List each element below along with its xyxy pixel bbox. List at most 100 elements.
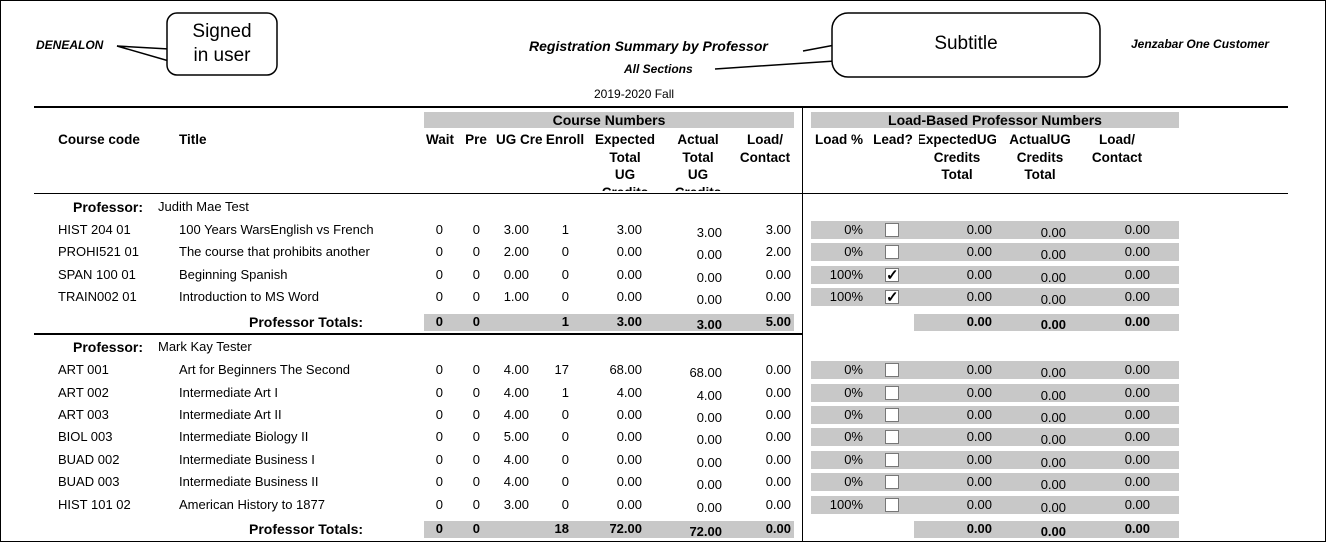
- cell: 0.00: [1040, 477, 1066, 493]
- lead-checkbox: [885, 385, 899, 400]
- cell: 0.00: [966, 406, 992, 422]
- cell: 0: [472, 474, 480, 490]
- cell: 0.00: [616, 474, 642, 490]
- cell: 0.00: [616, 429, 642, 445]
- column-header-line: Credits: [591, 185, 661, 192]
- cell: 0.00: [1124, 496, 1150, 512]
- lead-checkbox: [885, 430, 899, 445]
- cell: 0: [435, 314, 443, 330]
- cell: 0.00: [1040, 225, 1066, 240]
- cell: PROHI521 01: [58, 244, 139, 260]
- cell: 0: [435, 496, 443, 512]
- cell: 17: [554, 362, 569, 378]
- callout-pointer: [116, 45, 170, 62]
- column-header-line: Load/: [1099, 132, 1135, 147]
- cell: 0: [435, 429, 443, 445]
- column-header: ExpectedUG Credits Total: [919, 131, 996, 191]
- cell: 100 Years WarsEnglish vs French: [179, 222, 374, 237]
- cell: 0.00: [966, 289, 992, 305]
- totals-band: [914, 521, 1179, 539]
- lead-checkbox: [885, 475, 899, 490]
- cell: Intermediate Biology II: [179, 429, 309, 445]
- cell: 0%: [844, 451, 863, 467]
- cell: Intermediate Business II: [179, 474, 319, 490]
- cell: 0.00: [616, 289, 642, 305]
- cell: 0.00: [966, 222, 992, 237]
- row-band: [811, 495, 1179, 514]
- column-header-line: Total: [609, 149, 641, 165]
- cell: HIST 204 01: [58, 222, 131, 237]
- cell: 0: [435, 451, 443, 467]
- cell: 0.00: [966, 474, 992, 490]
- lead-checkbox: ✓: [885, 266, 899, 284]
- cell: 0.00: [616, 406, 642, 422]
- cell: 4.00: [503, 406, 529, 422]
- cell: 0.00: [765, 429, 791, 445]
- cell: 0.00: [1040, 454, 1066, 470]
- cell: 0.00: [1040, 317, 1066, 333]
- cell: 0: [561, 244, 569, 260]
- column-header-line: Credits: [1016, 149, 1064, 165]
- row-band: [811, 221, 1179, 239]
- cell: 0.00: [765, 266, 791, 282]
- column-header: Actual Total UG Credits: [666, 131, 731, 191]
- column-header-line: ExpectedUG: [919, 132, 996, 147]
- cell: 2.00: [503, 244, 529, 260]
- cell: 4.00: [503, 384, 529, 400]
- cell: HIST 101 02: [58, 496, 131, 512]
- column-header-line: Credits: [666, 185, 731, 192]
- cell: 0%: [844, 222, 863, 237]
- column-header-line: Pre: [465, 132, 487, 147]
- column-header-line: Load/: [747, 132, 783, 147]
- cell: 0: [435, 474, 443, 490]
- row-band: [811, 428, 1179, 447]
- cell: 3.00: [616, 222, 642, 237]
- column-header: Load/Contact: [736, 131, 796, 191]
- cell: 0: [561, 266, 569, 282]
- cell: 0.00: [1124, 429, 1150, 445]
- column-header-line: Course code: [58, 132, 140, 147]
- column-header-line: Load %: [814, 132, 863, 147]
- rule: [34, 333, 802, 336]
- column-header-line: Contact: [1091, 149, 1143, 165]
- cell: 0: [472, 406, 480, 422]
- cell: 0.00: [1040, 524, 1066, 540]
- cell: 0: [435, 406, 443, 422]
- cell: 0.00: [503, 266, 529, 282]
- column-header: Load %: [811, 131, 871, 191]
- cell: Introduction to MS Word: [179, 289, 319, 305]
- callout-text: Subtitle: [934, 33, 998, 54]
- cell: 0.00: [1040, 499, 1066, 515]
- column-header: ActualUG Credits Total: [1001, 131, 1081, 191]
- column-header: Expected Total UG Credits: [591, 131, 661, 191]
- cell: 4.00: [503, 362, 529, 378]
- report-subtitle: All Sections: [624, 62, 693, 76]
- cell: 0.00: [616, 451, 642, 467]
- cell: 3.00: [616, 314, 642, 330]
- cell: 4.00: [696, 387, 722, 403]
- cell: 0%: [844, 406, 863, 422]
- cell: 0.00: [616, 496, 642, 512]
- cell: 0: [435, 362, 443, 378]
- cell: 0.00: [696, 499, 722, 515]
- cell: 0.00: [966, 384, 992, 400]
- cell: 0.00: [765, 289, 791, 305]
- cell: 0: [435, 222, 443, 237]
- professor-name: Judith Mae Test: [158, 199, 249, 214]
- cell: 0.00: [966, 521, 992, 537]
- cell: ART 003: [58, 406, 109, 422]
- cell: 0: [561, 429, 569, 445]
- cell: 0: [472, 266, 480, 282]
- callout-text: in user: [193, 45, 251, 66]
- cell: 0: [472, 222, 480, 237]
- column-header-line: UG: [614, 167, 636, 182]
- cell: 0: [435, 244, 443, 260]
- cell: 4.00: [616, 384, 642, 400]
- row-band: [811, 473, 1179, 492]
- cell: 0.00: [1040, 387, 1066, 403]
- cell: 0.00: [966, 244, 992, 260]
- cell: 5.00: [765, 314, 791, 330]
- column-header: Enroll: [544, 131, 587, 191]
- column-header: Wait: [425, 131, 457, 191]
- column-header-line: Expected: [594, 132, 656, 147]
